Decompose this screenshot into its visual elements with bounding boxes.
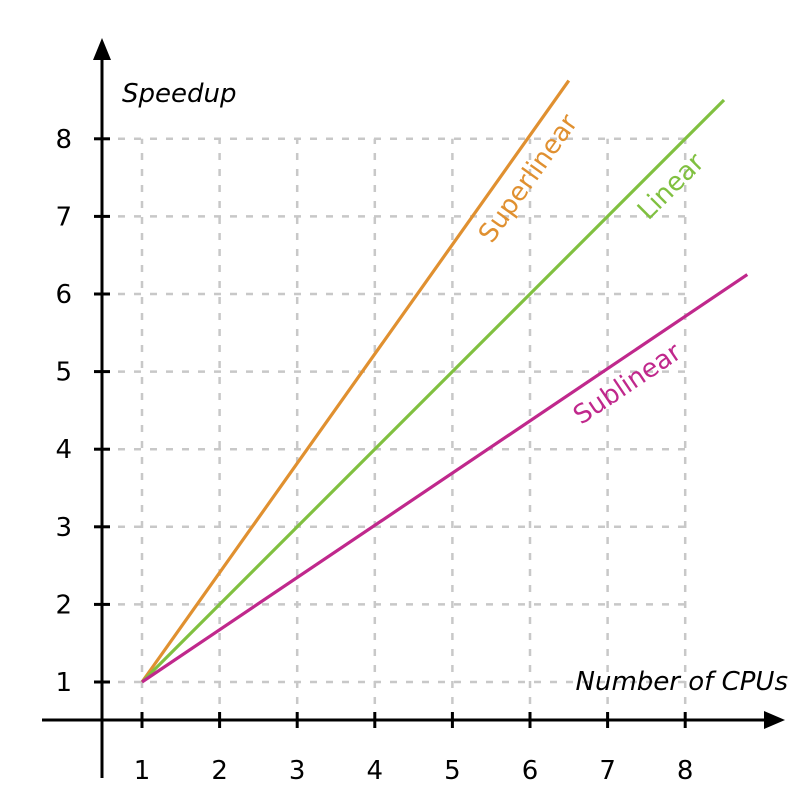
y-tick-label: 8 [55,125,72,155]
grid [102,137,687,720]
x-tick-label: 2 [211,756,228,786]
x-tick-label: 4 [367,756,384,786]
ticks: 1 2 3 4 5 6 7 8 1 2 3 4 5 6 7 8 [55,125,693,786]
x-tick-label: 3 [289,756,306,786]
x-tick-label: 6 [522,756,539,786]
y-tick-label: 7 [55,202,72,232]
y-tick-label: 5 [55,358,72,388]
y-tick-label: 4 [55,435,72,465]
linear-line [140,98,726,684]
y-tick-label: 1 [55,668,72,698]
x-axis-title: Number of CPUs [576,667,788,697]
y-tick-label: 3 [55,513,72,543]
x-tick-label: 5 [444,756,461,786]
y-axis-title: Speedup [122,79,237,109]
superlinear-label: Superlinear [473,109,584,249]
x-tick-label: 7 [599,756,616,786]
linear-label: Linear [632,147,711,226]
y-tick-label: 2 [55,590,72,620]
x-tick-label: 1 [134,756,151,786]
superlinear-line [140,79,571,683]
axes [42,38,785,778]
y-axis-arrow [93,38,111,60]
x-tick-label: 8 [677,756,694,786]
x-axis-arrow [764,711,785,729]
sublinear-line [141,273,749,684]
y-tick-label: 6 [55,280,72,310]
